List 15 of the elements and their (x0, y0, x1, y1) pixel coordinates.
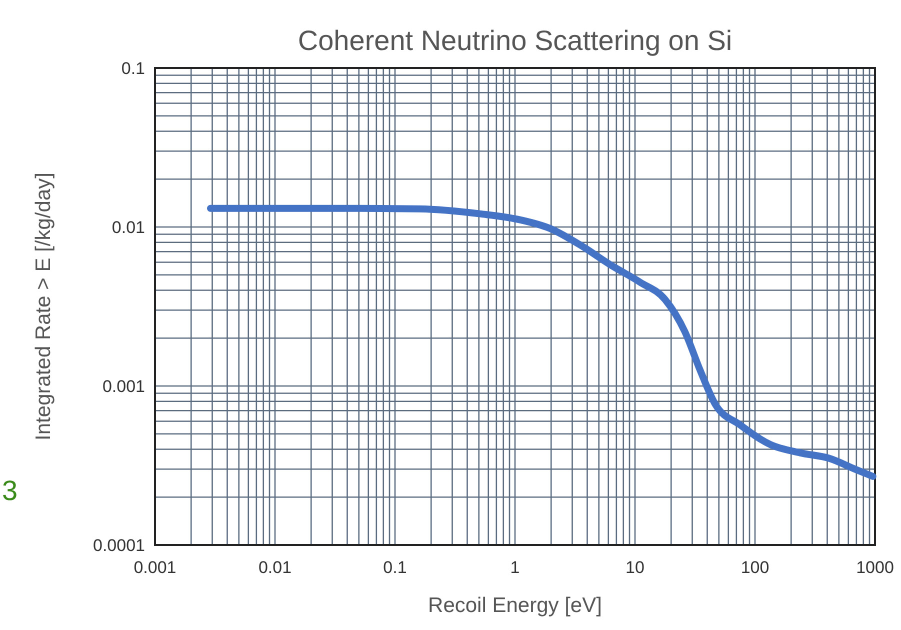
y-axis-title: Integrated Rate > E [/kg/day] (32, 172, 55, 440)
x-tick-label: 0.001 (134, 558, 176, 577)
text: 3 (2, 475, 18, 506)
x-tick-label: 0.1 (383, 558, 407, 577)
x-tick-label: 10 (626, 558, 644, 577)
y-tick-label: 0.001 (102, 377, 145, 396)
y-tick-label: 0.0001 (93, 536, 145, 555)
chart-title: Coherent Neutrino Scattering on Si (298, 25, 732, 56)
x-tick-label: 0.01 (258, 558, 292, 577)
x-tick-label: 100 (740, 558, 770, 577)
x-tick-label: 1000 (856, 558, 894, 577)
y-tick-label: 0.1 (121, 59, 145, 78)
x-axis-title: Recoil Energy [eV] (428, 594, 602, 617)
x-tick-label: 1 (510, 558, 520, 577)
y-tick-label: 0.01 (112, 218, 145, 237)
